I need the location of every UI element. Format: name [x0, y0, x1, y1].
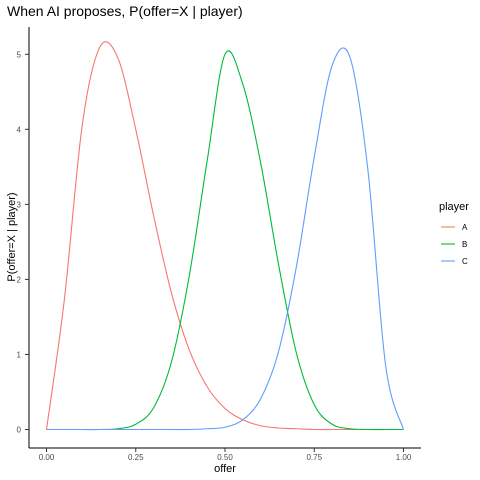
series-line-b — [46, 50, 404, 431]
x-tick-label: 1.00 — [396, 453, 412, 462]
y-axis-label: P(offer=X | player) — [6, 192, 18, 281]
y-tick-label: 3 — [17, 200, 22, 209]
y-tick-label: 0 — [17, 426, 22, 435]
series-line-a — [45, 41, 404, 431]
y-tick-label: 2 — [17, 275, 22, 284]
legend-label-a: A — [462, 223, 468, 232]
y-tick-label: 4 — [17, 125, 22, 134]
x-axis-label: offer — [214, 463, 236, 475]
x-tick-label: 0.00 — [39, 453, 55, 462]
x-tick-label: 0.75 — [306, 453, 322, 462]
legend-title: player — [439, 201, 469, 213]
y-ticks: 0 1 2 3 4 5 — [17, 50, 29, 435]
y-tick-label: 1 — [17, 350, 22, 359]
series-line-c — [46, 47, 405, 431]
x-ticks: 0.00 0.25 0.50 0.75 1.00 — [39, 448, 412, 462]
legend-label-c: C — [462, 257, 468, 266]
x-tick-label: 0.50 — [217, 453, 233, 462]
legend-label-b: B — [462, 240, 467, 249]
legend: ABC — [441, 223, 468, 266]
y-tick-label: 5 — [17, 50, 22, 59]
series-layer — [45, 41, 405, 431]
chart-title: When AI proposes, P(offer=X | player) — [7, 3, 243, 19]
x-tick-label: 0.25 — [128, 453, 144, 462]
